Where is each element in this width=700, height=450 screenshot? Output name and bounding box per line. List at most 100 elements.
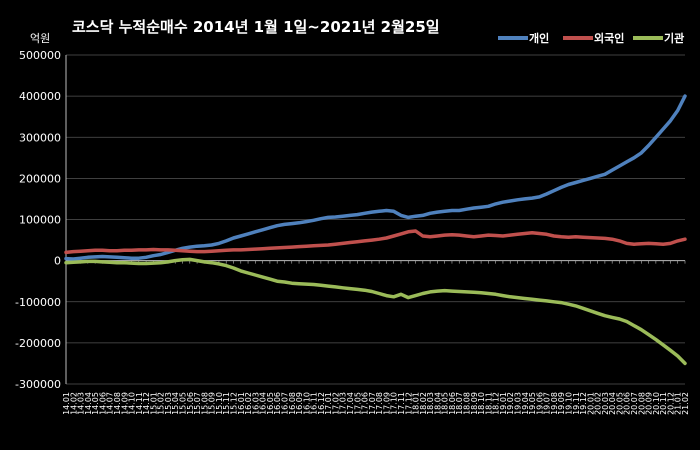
series-line-기관 bbox=[64, 257, 687, 366]
y-tick-label: -300000 bbox=[15, 378, 61, 391]
x-tick-label: 20.05 bbox=[615, 392, 624, 415]
x-tick-label: 16.02 bbox=[244, 392, 253, 415]
x-tick-label: 19.07 bbox=[543, 392, 552, 415]
x-tick-label: 16.05 bbox=[266, 392, 275, 415]
x-tick-label: 19.04 bbox=[521, 392, 530, 415]
x-tick-label: 17.11 bbox=[397, 392, 406, 415]
y-tick-label: -200000 bbox=[15, 337, 61, 350]
x-tick-label: 18.10 bbox=[477, 392, 486, 415]
legend-label: 개인 bbox=[529, 31, 549, 45]
x-tick-label: 18.08 bbox=[463, 392, 472, 415]
y-tick-label: 500000 bbox=[19, 49, 61, 62]
x-tick-label: 19.08 bbox=[550, 392, 559, 415]
x-tick-label: 21.02 bbox=[681, 392, 690, 415]
x-tick-label: 18.03 bbox=[426, 392, 435, 415]
x-tick-label: 19.11 bbox=[572, 392, 581, 415]
x-tick-label: 14.06 bbox=[98, 392, 107, 415]
x-tick-label: 20.09 bbox=[645, 392, 654, 415]
x-tick-label: 17.09 bbox=[382, 392, 391, 415]
legend-label: 기관 bbox=[664, 31, 684, 45]
x-tick-label: 16.10 bbox=[302, 392, 311, 415]
x-tick-label: 14.03 bbox=[77, 392, 86, 415]
x-tick-label: 15.06 bbox=[186, 392, 195, 415]
x-tick-label: 18.05 bbox=[441, 392, 450, 415]
x-tick-label: 15.11 bbox=[222, 392, 231, 415]
x-tick-label: 20.08 bbox=[637, 392, 646, 415]
x-tick-label: 20.02 bbox=[594, 392, 603, 415]
series-lines bbox=[64, 94, 687, 366]
x-tick-label: 20.10 bbox=[652, 392, 661, 415]
x-tick-label: 17.01 bbox=[324, 392, 333, 415]
x-tick-label: 18.07 bbox=[455, 392, 464, 415]
x-tick-label: 14.02 bbox=[69, 392, 78, 415]
x-tick-label: 16.08 bbox=[288, 392, 297, 415]
x-tick-label: 16.04 bbox=[259, 392, 268, 415]
legend: 개인 외국인 기관 bbox=[498, 31, 684, 45]
x-tick-label: 17.08 bbox=[375, 392, 384, 415]
y-tick-label: -100000 bbox=[15, 296, 61, 309]
x-axis: 14.0114.0214.0314.0414.0514.0614.0714.08… bbox=[62, 260, 690, 415]
y-tick-label: 100000 bbox=[19, 214, 61, 227]
x-tick-label: 17.04 bbox=[346, 392, 355, 415]
x-tick-label: 19.01 bbox=[499, 392, 508, 415]
x-tick-label: 17.12 bbox=[404, 392, 413, 415]
x-tick-label: 15.07 bbox=[193, 392, 202, 415]
x-tick-label: 18.09 bbox=[470, 392, 479, 415]
series-line-개인 bbox=[64, 94, 687, 261]
y-unit-label: 억원 bbox=[30, 32, 50, 45]
x-tick-label: 19.02 bbox=[506, 392, 515, 415]
x-tick-label: 15.04 bbox=[171, 392, 180, 415]
x-tick-label: 14.01 bbox=[62, 392, 71, 415]
y-tick-label: 0 bbox=[54, 255, 61, 268]
y-tick-label: 200000 bbox=[19, 172, 61, 185]
x-tick-label: 16.06 bbox=[273, 392, 282, 415]
x-tick-label: 19.06 bbox=[535, 392, 544, 415]
x-tick-label: 17.06 bbox=[361, 392, 370, 415]
x-tick-label: 20.11 bbox=[659, 392, 668, 415]
x-tick-label: 16.09 bbox=[295, 392, 304, 415]
x-tick-label: 20.12 bbox=[666, 392, 675, 415]
x-tick-label: 17.07 bbox=[368, 392, 377, 415]
x-tick-label: 19.03 bbox=[514, 392, 523, 415]
x-tick-label: 20.04 bbox=[608, 392, 617, 415]
x-tick-label: 16.11 bbox=[310, 392, 319, 415]
legend-label: 외국인 bbox=[594, 31, 624, 45]
x-tick-label: 18.02 bbox=[419, 392, 428, 415]
x-tick-label: 17.02 bbox=[331, 392, 340, 415]
x-tick-label: 15.10 bbox=[215, 392, 224, 415]
x-tick-label: 17.05 bbox=[353, 392, 362, 415]
y-axis: 500000 400000 300000 200000 100000 0 -100000 -2… bbox=[15, 49, 67, 391]
x-tick-label: 19.12 bbox=[579, 392, 588, 415]
x-tick-label: 18.01 bbox=[412, 392, 421, 415]
x-tick-label: 19.10 bbox=[564, 392, 573, 415]
x-tick-label: 14.09 bbox=[120, 392, 129, 415]
x-tick-label: 15.01 bbox=[149, 392, 158, 415]
x-tick-label: 14.05 bbox=[91, 392, 100, 415]
x-tick-label: 18.06 bbox=[448, 392, 457, 415]
x-tick-label: 15.12 bbox=[229, 392, 238, 415]
y-tick-label: 400000 bbox=[19, 90, 61, 103]
x-tick-label: 17.10 bbox=[390, 392, 399, 415]
x-tick-label: 14.04 bbox=[84, 392, 93, 415]
x-tick-label: 14.11 bbox=[135, 392, 144, 415]
x-tick-label: 15.02 bbox=[157, 392, 166, 415]
x-tick-label: 16.03 bbox=[251, 392, 260, 415]
x-tick-label: 19.05 bbox=[528, 392, 537, 415]
x-tick-label: 14.10 bbox=[128, 392, 137, 415]
x-tick-label: 18.04 bbox=[433, 392, 442, 415]
x-tick-label: 14.08 bbox=[113, 392, 122, 415]
x-tick-label: 21.01 bbox=[674, 392, 683, 415]
x-tick-label: 18.11 bbox=[484, 392, 493, 415]
y-tick-label: 300000 bbox=[19, 131, 61, 144]
x-tick-label: 15.03 bbox=[164, 392, 173, 415]
x-tick-label: 20.03 bbox=[601, 392, 610, 415]
x-tick-label: 16.07 bbox=[280, 392, 289, 415]
x-tick-label: 15.08 bbox=[200, 392, 209, 415]
x-tick-label: 14.07 bbox=[106, 392, 115, 415]
x-tick-label: 15.09 bbox=[208, 392, 217, 415]
x-tick-label: 16.12 bbox=[317, 392, 326, 415]
x-tick-label: 14.12 bbox=[142, 392, 151, 415]
series-line-외국인 bbox=[64, 229, 687, 255]
x-tick-label: 19.09 bbox=[557, 392, 566, 415]
